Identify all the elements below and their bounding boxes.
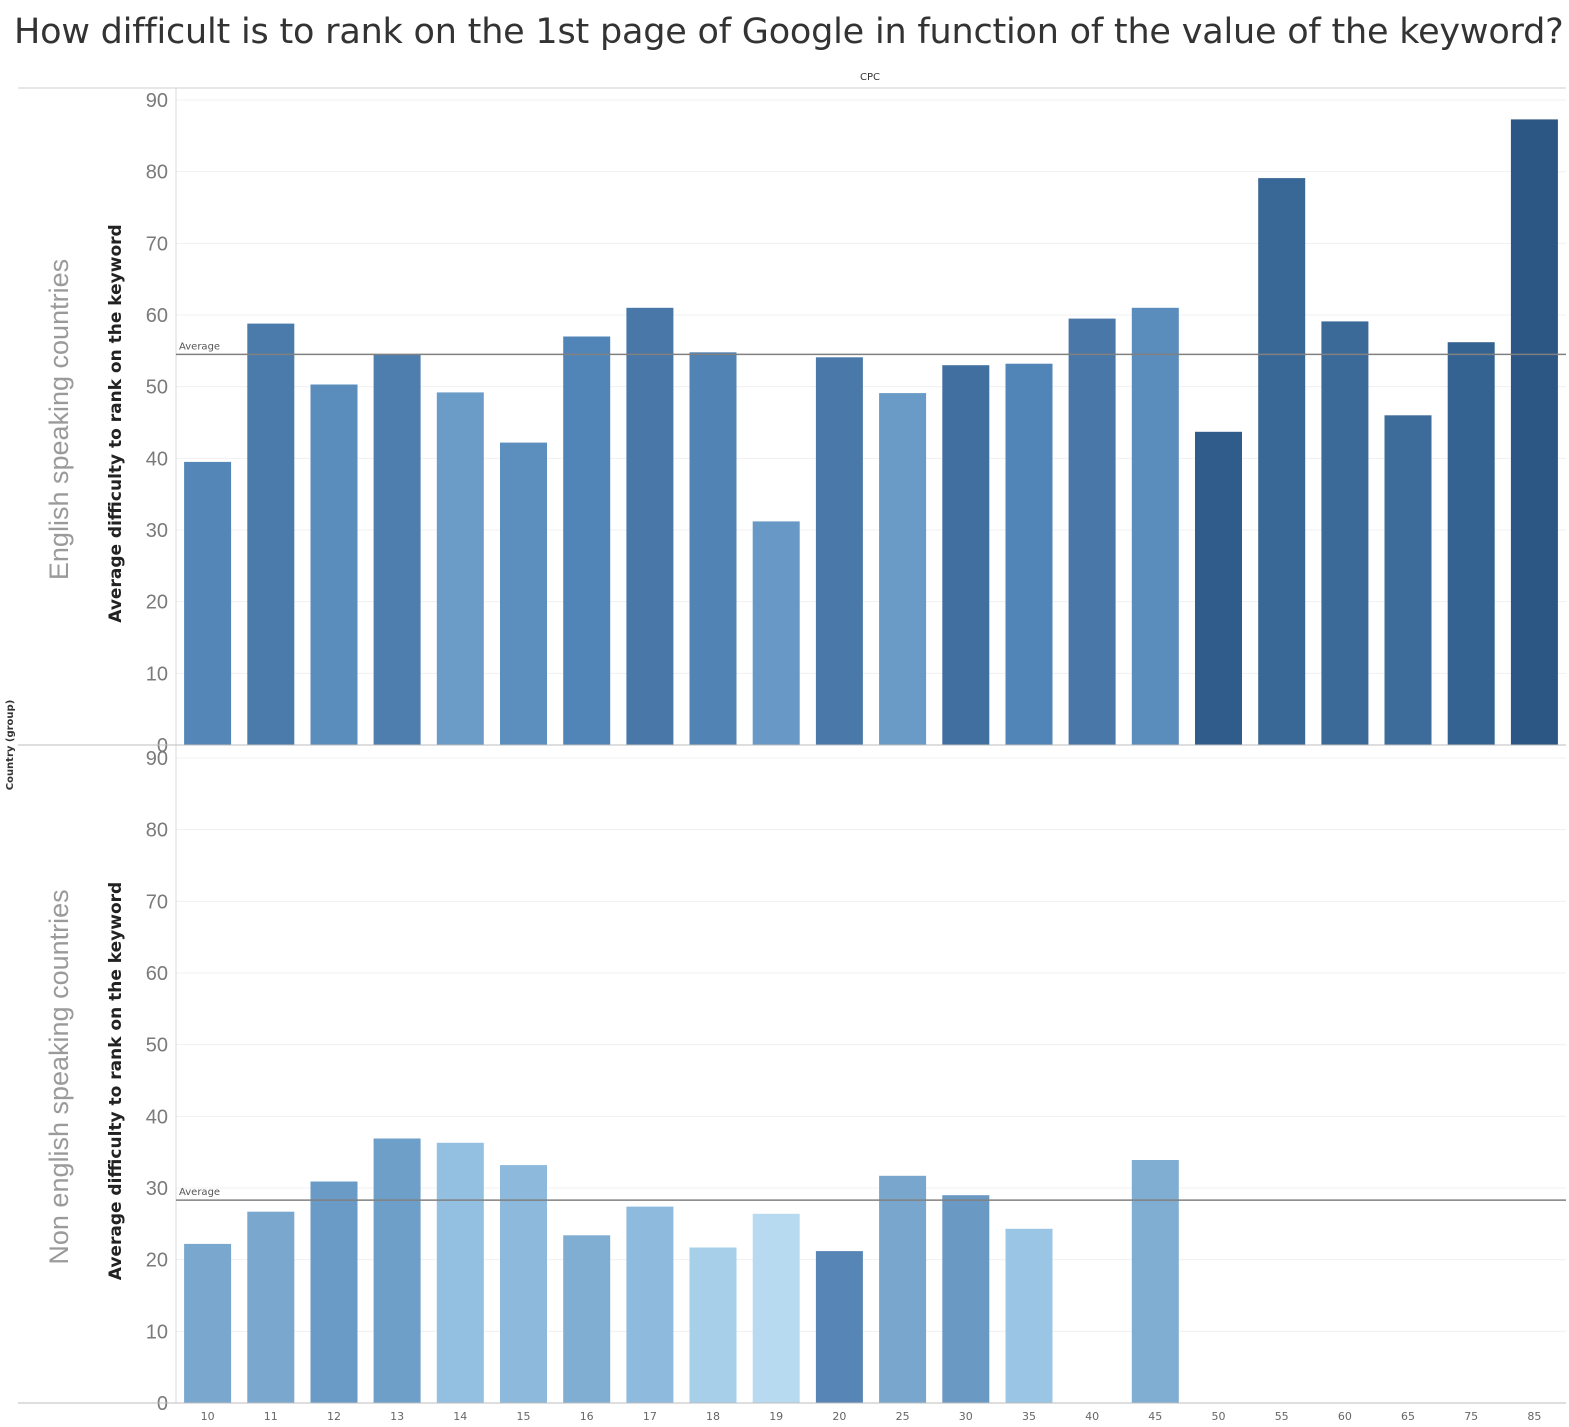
y-axis-title: Average difficulty to rank on the keywor… [106, 224, 126, 622]
row-field-label: Country (group) [5, 700, 16, 791]
bar-19 [752, 1213, 800, 1403]
row-header-label: Non english speaking countries [44, 889, 74, 1264]
bar-45 [1131, 307, 1179, 745]
y-tick-label: 70 [146, 233, 168, 255]
x-tick-label: 55 [1275, 1410, 1289, 1423]
bar-12 [310, 384, 358, 745]
x-tick-label: 18 [706, 1410, 720, 1423]
bar-10 [184, 1243, 232, 1403]
bar-13 [373, 1138, 421, 1403]
bar-15 [500, 1165, 547, 1403]
bar-12 [310, 1181, 358, 1403]
y-tick-label: 30 [146, 520, 168, 542]
x-tick-label: 16 [580, 1410, 594, 1423]
bar-11 [247, 1211, 295, 1403]
x-tick-label: 45 [1148, 1410, 1162, 1423]
x-tick-label: 75 [1464, 1410, 1478, 1423]
y-tick-label: 90 [146, 90, 168, 112]
y-tick-label: 60 [146, 963, 168, 985]
x-tick-label: 30 [959, 1410, 973, 1423]
x-tick-label: 10 [201, 1410, 215, 1423]
y-tick-label: 40 [146, 1106, 168, 1128]
bar-65 [1384, 415, 1432, 745]
bar-14 [436, 392, 484, 745]
y-tick-label: 10 [146, 1321, 168, 1343]
bar-13 [373, 354, 421, 745]
y-axis-title: Average difficulty to rank on the keywor… [106, 882, 126, 1280]
bar-50 [1195, 431, 1242, 745]
y-tick-label: 0 [157, 1393, 168, 1415]
x-tick-label: 20 [832, 1410, 846, 1423]
bar-75 [1447, 342, 1495, 745]
x-tick-label: 17 [643, 1410, 657, 1423]
bar-30 [942, 365, 990, 745]
chart-title: How difficult is to rank on the 1st page… [14, 12, 1564, 52]
y-tick-label: 50 [146, 377, 168, 399]
bar-60 [1321, 321, 1369, 745]
row-header-label: English speaking countries [44, 259, 74, 580]
panel-english: 0 10 20 30 40 50 60 70 80 90 English speaking coun… [44, 88, 1566, 757]
bar-45 [1131, 1160, 1179, 1403]
x-tick-label: 12 [327, 1410, 341, 1423]
bar-20 [815, 1251, 863, 1403]
average-reference-label: Average [179, 1187, 220, 1198]
bar-25 [879, 1175, 927, 1403]
bar-55 [1258, 178, 1306, 746]
y-tick-label: 40 [146, 448, 168, 470]
bar-15 [500, 442, 547, 745]
x-tick-label: 40 [1085, 1410, 1099, 1423]
bar-11 [247, 323, 295, 745]
x-tick-label: 25 [896, 1410, 910, 1423]
y-tick-label: 30 [146, 1178, 168, 1200]
bar-20 [815, 357, 863, 745]
bar-18 [689, 1247, 737, 1403]
bar-18 [689, 352, 737, 745]
y-tick-label: 50 [146, 1035, 168, 1057]
x-tick-label: 85 [1527, 1410, 1541, 1423]
x-tick-label: 50 [1212, 1410, 1226, 1423]
y-tick-label: 20 [146, 592, 168, 614]
average-reference-label: Average [179, 341, 220, 352]
y-tick-label: 0 [157, 735, 168, 757]
y-tick-label: 80 [146, 820, 168, 842]
bar-40 [1068, 318, 1116, 745]
bar-14 [436, 1142, 484, 1403]
x-tick-label: 15 [517, 1410, 531, 1423]
bar-35 [1005, 363, 1053, 745]
y-tick-label: 90 [146, 748, 168, 770]
y-tick-label: 10 [146, 663, 168, 685]
y-tick-label: 70 [146, 891, 168, 913]
bar-10 [184, 461, 232, 745]
x-tick-label: 14 [453, 1410, 467, 1423]
x-tick-label: 13 [390, 1410, 404, 1423]
panel-non-english: 0 10 20 30 40 50 60 70 80 90 Non english speaking … [44, 745, 1566, 1415]
column-header-cpc: CPC [860, 72, 880, 83]
x-tick-label: 35 [1022, 1410, 1036, 1423]
bar-16 [563, 1235, 611, 1403]
bar-16 [563, 336, 611, 745]
bar-30 [942, 1195, 990, 1403]
y-tick-label: 80 [146, 162, 168, 184]
bar-35 [1005, 1228, 1053, 1403]
x-tick-label: 19 [769, 1410, 783, 1423]
y-tick-label: 60 [146, 305, 168, 327]
x-tick-label: 65 [1401, 1410, 1415, 1423]
x-tick-label: 11 [264, 1410, 278, 1423]
bar-85 [1510, 119, 1558, 745]
bar-25 [879, 393, 927, 745]
bar-17 [626, 1206, 674, 1403]
y-tick-label: 20 [146, 1250, 168, 1272]
bar-19 [752, 521, 800, 745]
bar-17 [626, 307, 674, 745]
x-tick-label: 60 [1338, 1410, 1352, 1423]
